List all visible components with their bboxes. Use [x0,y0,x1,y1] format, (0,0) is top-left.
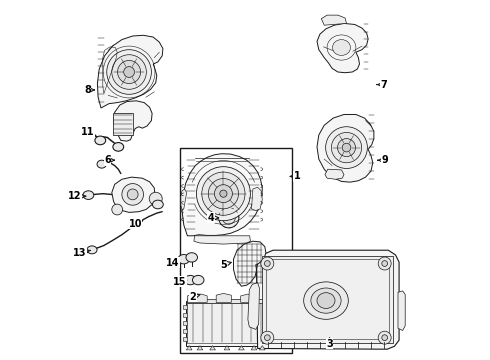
Ellipse shape [317,293,335,309]
Text: 2: 2 [190,292,200,302]
Bar [180,148,292,353]
Polygon shape [239,346,245,350]
Ellipse shape [261,257,274,270]
Polygon shape [98,35,163,108]
Ellipse shape [196,167,250,221]
Ellipse shape [113,143,123,151]
Polygon shape [216,293,231,302]
Ellipse shape [107,50,151,94]
Bar [187,303,265,343]
Polygon shape [321,15,346,25]
Polygon shape [224,346,230,350]
Ellipse shape [333,40,350,55]
Text: 14: 14 [166,258,179,268]
Ellipse shape [304,282,348,319]
Bar [183,329,187,333]
Ellipse shape [186,253,197,262]
Polygon shape [210,346,216,350]
Ellipse shape [382,261,388,266]
Polygon shape [197,346,203,350]
Ellipse shape [208,179,239,209]
Polygon shape [248,283,259,329]
Polygon shape [187,294,207,302]
Text: 7: 7 [377,80,387,90]
Ellipse shape [382,335,388,341]
Ellipse shape [202,172,245,215]
Polygon shape [181,189,187,210]
Text: 1: 1 [290,171,300,181]
Ellipse shape [127,189,138,200]
Text: 8: 8 [84,85,95,95]
Ellipse shape [87,246,97,254]
Bar [113,113,133,135]
Ellipse shape [149,192,162,205]
Ellipse shape [97,160,106,168]
Bar [266,321,270,325]
Bar [183,321,187,325]
Polygon shape [257,250,399,349]
Polygon shape [317,23,368,73]
Polygon shape [186,346,192,350]
Ellipse shape [185,275,196,285]
Polygon shape [398,291,405,330]
Polygon shape [317,114,374,182]
Bar [183,312,187,317]
Bar [266,312,270,317]
Ellipse shape [378,257,391,270]
Ellipse shape [112,55,147,89]
Ellipse shape [112,204,122,215]
Ellipse shape [95,136,106,145]
Ellipse shape [311,288,341,313]
Ellipse shape [265,261,270,266]
Ellipse shape [326,127,368,168]
Text: 12: 12 [68,191,86,201]
Bar [266,329,270,333]
Text: 5: 5 [220,260,231,270]
Ellipse shape [261,331,274,344]
Ellipse shape [122,184,144,205]
Text: 6: 6 [104,155,115,165]
Text: 15: 15 [173,276,187,287]
Bar [266,259,389,339]
Ellipse shape [342,143,351,152]
Ellipse shape [118,60,141,84]
Bar [266,305,270,309]
Text: 10: 10 [128,219,143,229]
Polygon shape [233,241,266,286]
Polygon shape [251,187,262,211]
Polygon shape [251,346,257,350]
Bar [262,256,392,343]
Text: 9: 9 [378,155,388,165]
Polygon shape [194,236,250,244]
Polygon shape [325,169,344,179]
Text: 13: 13 [74,248,90,258]
Ellipse shape [265,335,270,341]
Ellipse shape [378,331,391,344]
Ellipse shape [178,255,190,264]
Polygon shape [114,101,152,141]
Bar [187,299,266,303]
Bar [266,337,270,341]
Text: 4: 4 [207,213,219,223]
Polygon shape [241,294,255,302]
Ellipse shape [331,132,362,163]
Text: 11: 11 [80,127,97,138]
Ellipse shape [193,275,204,285]
Ellipse shape [220,190,227,197]
Polygon shape [259,346,265,350]
Bar [183,337,187,341]
Polygon shape [112,177,155,212]
Ellipse shape [83,191,94,199]
Text: 3: 3 [326,338,333,349]
Ellipse shape [222,211,235,224]
Bar [183,305,187,309]
Ellipse shape [219,208,239,228]
Ellipse shape [123,67,134,77]
Ellipse shape [338,139,356,157]
Ellipse shape [152,200,163,209]
Bar [186,301,267,346]
Ellipse shape [215,185,232,203]
Polygon shape [182,154,262,236]
